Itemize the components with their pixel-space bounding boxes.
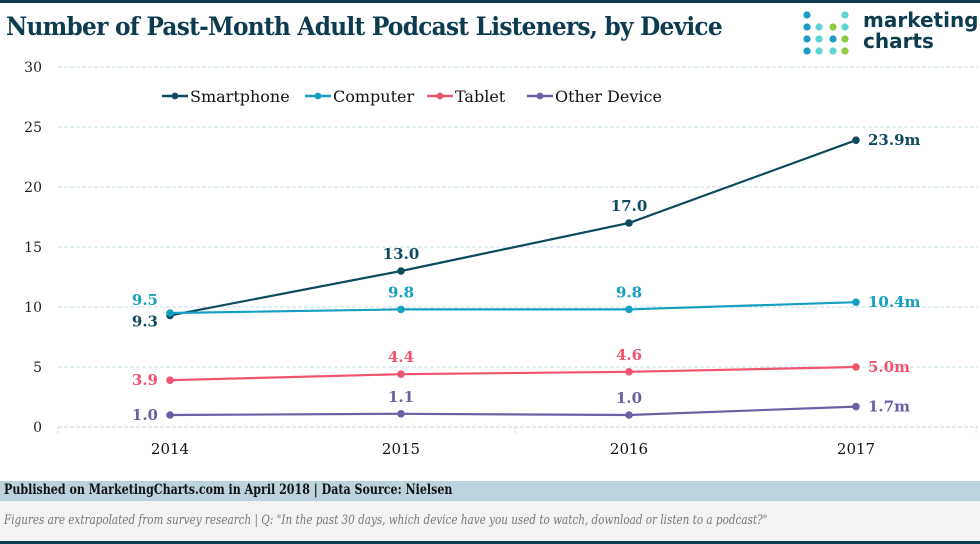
y-tick-label: 25 bbox=[24, 120, 42, 136]
legend-label: Tablet bbox=[455, 87, 506, 106]
data-point bbox=[397, 267, 405, 275]
y-tick-label: 5 bbox=[33, 360, 42, 376]
top-rule bbox=[0, 0, 980, 3]
gridlines bbox=[57, 66, 978, 433]
series-group: 9.3 13.0 17.0 23.9m 9.5 9.8 9.8 10.4m 3.9 4.4 4.6 5… bbox=[132, 131, 921, 424]
legend-swatch-marker bbox=[314, 92, 322, 100]
x-axis-ticks: 2014 2015 2016 2017 bbox=[151, 440, 875, 458]
data-label: 9.8 bbox=[388, 283, 414, 301]
legend-swatch-marker bbox=[171, 92, 179, 100]
legend-label: Smartphone bbox=[190, 87, 290, 106]
data-point bbox=[397, 305, 405, 314]
data-point bbox=[625, 411, 633, 419]
y-tick-label: 0 bbox=[33, 420, 42, 436]
legend-label: Computer bbox=[333, 87, 414, 106]
x-tick-label: 2017 bbox=[837, 440, 875, 458]
data-point bbox=[852, 402, 860, 411]
note-bar: Figures are extrapolated from survey res… bbox=[0, 501, 980, 541]
series-line-smartphone bbox=[169, 139, 857, 317]
data-point bbox=[166, 411, 174, 419]
data-label: 9.3 bbox=[132, 312, 158, 330]
data-label: 1.0 bbox=[616, 389, 642, 407]
data-label: 10.4m bbox=[868, 293, 921, 311]
data-label: 5.0m bbox=[868, 358, 910, 376]
data-label: 17.0 bbox=[611, 197, 648, 215]
logo-line-2: charts bbox=[863, 29, 934, 53]
data-point bbox=[852, 136, 860, 144]
y-tick-label: 10 bbox=[24, 300, 42, 316]
data-label: 4.4 bbox=[388, 348, 414, 366]
logo-wordmark: marketing charts bbox=[863, 10, 979, 52]
y-tick-label: 20 bbox=[24, 180, 42, 196]
y-tick-label: 15 bbox=[24, 240, 42, 256]
data-point bbox=[397, 370, 405, 379]
data-label: 1.0 bbox=[132, 406, 158, 424]
data-point bbox=[852, 363, 860, 371]
data-label: 4.6 bbox=[616, 346, 642, 364]
data-label: 9.8 bbox=[616, 283, 642, 301]
data-point bbox=[625, 219, 633, 227]
source-bar: Published on MarketingCharts.com in Apri… bbox=[0, 481, 980, 501]
chart-title: Number of Past-Month Adult Podcast Liste… bbox=[6, 12, 723, 41]
series-line-tablet bbox=[169, 365, 857, 382]
data-point bbox=[397, 410, 405, 418]
legend: Smartphone Computer Tablet Other Device bbox=[162, 87, 662, 106]
data-label: 23.9m bbox=[868, 131, 921, 149]
x-tick-label: 2016 bbox=[610, 440, 648, 458]
source-text: Published on MarketingCharts.com in Apri… bbox=[4, 482, 453, 498]
legend-label: Other Device bbox=[555, 87, 662, 106]
line-chart: 0 5 10 15 20 25 30 2014 2015 2016 2017 9.3 13.0 17.… bbox=[24, 60, 978, 458]
data-label: 9.5 bbox=[132, 291, 158, 309]
series-line-other-device bbox=[169, 405, 857, 417]
marketingcharts-logo: marketing charts bbox=[800, 8, 980, 58]
data-label: 3.9 bbox=[132, 371, 158, 389]
legend-swatch-marker bbox=[436, 92, 444, 100]
data-point bbox=[166, 309, 174, 317]
x-tick-label: 2014 bbox=[151, 440, 189, 458]
data-label: 1.7m bbox=[868, 398, 910, 416]
data-point bbox=[625, 305, 633, 314]
data-point bbox=[852, 298, 860, 306]
logo-dots-icon bbox=[803, 11, 849, 55]
y-axis-ticks: 0 5 10 15 20 25 30 bbox=[24, 60, 42, 436]
legend-swatch-marker bbox=[536, 92, 544, 100]
y-tick-label: 30 bbox=[24, 60, 42, 76]
data-label: 13.0 bbox=[383, 245, 420, 263]
x-tick-label: 2015 bbox=[382, 440, 420, 458]
series-line-computer bbox=[169, 301, 857, 315]
note-text: Figures are extrapolated from survey res… bbox=[4, 513, 768, 528]
data-point bbox=[625, 368, 633, 376]
data-point bbox=[166, 376, 174, 385]
bottom-rule bbox=[0, 541, 980, 544]
logo-line-1: marketing bbox=[863, 8, 979, 32]
data-label: 1.1 bbox=[388, 388, 414, 406]
